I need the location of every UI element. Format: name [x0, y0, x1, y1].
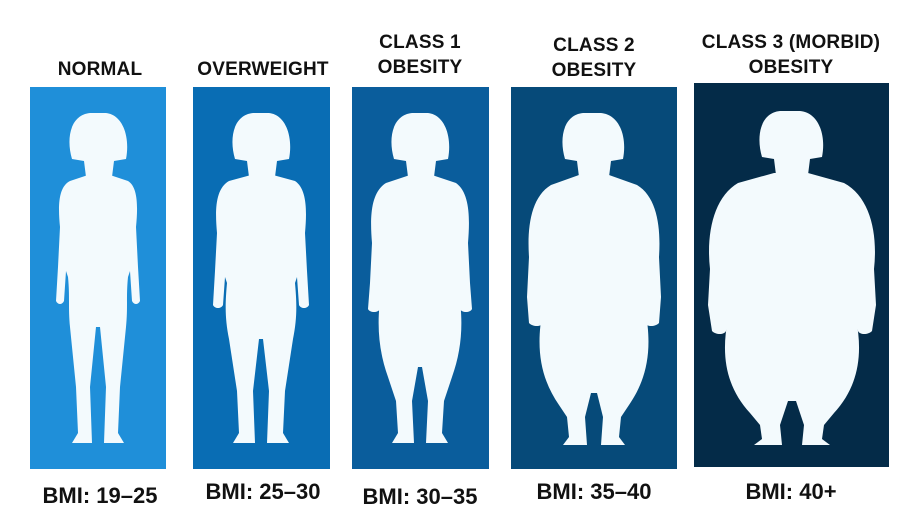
- female-silhouette-icon: [56, 113, 140, 443]
- category-title: NORMAL: [57, 59, 143, 80]
- bmi-range: BMI: 40+: [745, 479, 837, 504]
- female-silhouette-icon: [708, 111, 876, 445]
- category-panel: [193, 87, 330, 469]
- category-title: CLASS 3 (MORBID) OBESITY: [701, 32, 881, 78]
- female-silhouette-icon: [368, 113, 472, 443]
- category-panel: [352, 87, 489, 469]
- bmi-range: BMI: 19–25: [42, 483, 158, 508]
- category-panel: [511, 87, 677, 469]
- female-silhouette-icon: [527, 113, 661, 445]
- bmi-range: BMI: 25–30: [205, 479, 321, 504]
- female-silhouette-icon: [213, 113, 309, 443]
- category-title: CLASS 2 OBESITY: [551, 35, 637, 81]
- bmi-range: BMI: 35–40: [536, 479, 652, 504]
- category-panel: [30, 87, 166, 469]
- category-title: CLASS 1 OBESITY: [377, 32, 463, 78]
- category-title: OVERWEIGHT: [197, 59, 329, 80]
- category-panel: [694, 83, 889, 467]
- bmi-range: BMI: 30–35: [362, 484, 478, 509]
